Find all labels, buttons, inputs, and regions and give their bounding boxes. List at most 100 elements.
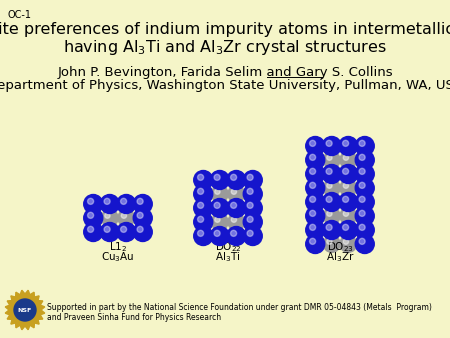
- Circle shape: [355, 193, 374, 212]
- Circle shape: [230, 202, 237, 209]
- Circle shape: [322, 220, 341, 240]
- Polygon shape: [16, 323, 20, 328]
- Circle shape: [310, 196, 315, 202]
- Circle shape: [133, 222, 152, 241]
- Circle shape: [121, 213, 126, 218]
- Circle shape: [340, 208, 356, 224]
- Circle shape: [214, 230, 220, 236]
- Polygon shape: [5, 310, 10, 315]
- Circle shape: [100, 222, 119, 241]
- Polygon shape: [30, 292, 34, 297]
- Circle shape: [342, 196, 349, 202]
- Circle shape: [117, 194, 136, 214]
- Circle shape: [88, 198, 94, 204]
- Text: and Praveen Sinha Fund for Physics Research: and Praveen Sinha Fund for Physics Resea…: [47, 313, 221, 322]
- Text: L1$_2$: L1$_2$: [109, 240, 127, 254]
- Circle shape: [306, 235, 325, 254]
- Circle shape: [227, 170, 246, 190]
- Circle shape: [355, 137, 374, 155]
- Circle shape: [137, 212, 143, 218]
- Circle shape: [227, 198, 246, 217]
- Text: NSF: NSF: [18, 308, 32, 313]
- Text: Cu$_3$Au: Cu$_3$Au: [101, 250, 135, 264]
- Circle shape: [306, 137, 325, 155]
- Circle shape: [342, 224, 349, 231]
- Text: DO$_{23}$: DO$_{23}$: [327, 240, 353, 254]
- Text: Department of Physics, Washington State University, Pullman, WA, USA: Department of Physics, Washington State …: [0, 79, 450, 92]
- Circle shape: [118, 210, 135, 226]
- Circle shape: [210, 226, 229, 245]
- Circle shape: [343, 155, 349, 160]
- Circle shape: [324, 236, 340, 252]
- Circle shape: [339, 165, 358, 184]
- Circle shape: [355, 165, 374, 184]
- Circle shape: [198, 174, 204, 180]
- Circle shape: [340, 179, 356, 196]
- Circle shape: [355, 178, 374, 197]
- Circle shape: [198, 230, 204, 236]
- Text: Supported in part by the National Science Foundation under grant DMR 05-04843 (M: Supported in part by the National Scienc…: [47, 303, 432, 312]
- Text: DO$_{22}$: DO$_{22}$: [215, 240, 241, 254]
- Circle shape: [327, 211, 332, 216]
- Circle shape: [343, 183, 349, 188]
- Circle shape: [310, 210, 315, 216]
- Circle shape: [306, 150, 325, 169]
- Polygon shape: [34, 296, 39, 300]
- Circle shape: [117, 222, 136, 241]
- Circle shape: [230, 230, 237, 236]
- Circle shape: [310, 224, 315, 231]
- Polygon shape: [7, 300, 12, 305]
- Polygon shape: [5, 305, 10, 310]
- Circle shape: [324, 179, 340, 196]
- Circle shape: [310, 168, 315, 174]
- Circle shape: [306, 207, 325, 225]
- Circle shape: [310, 140, 315, 146]
- Circle shape: [228, 214, 245, 231]
- Circle shape: [198, 188, 204, 194]
- Circle shape: [243, 198, 262, 217]
- Circle shape: [310, 238, 315, 244]
- Circle shape: [210, 170, 229, 190]
- Circle shape: [322, 193, 341, 212]
- Circle shape: [359, 140, 365, 146]
- Circle shape: [243, 226, 262, 245]
- Circle shape: [359, 182, 365, 188]
- Polygon shape: [11, 296, 16, 300]
- Circle shape: [342, 140, 349, 146]
- Circle shape: [339, 137, 358, 155]
- Circle shape: [306, 165, 325, 184]
- Circle shape: [322, 137, 341, 155]
- Circle shape: [230, 174, 237, 180]
- Circle shape: [324, 208, 340, 224]
- Circle shape: [359, 168, 365, 174]
- Circle shape: [326, 140, 332, 146]
- Text: Al$_3$Zr: Al$_3$Zr: [326, 250, 354, 264]
- Circle shape: [9, 294, 41, 326]
- Circle shape: [324, 152, 340, 168]
- Polygon shape: [25, 290, 30, 295]
- Circle shape: [322, 165, 341, 184]
- Circle shape: [194, 226, 213, 245]
- Circle shape: [137, 226, 143, 233]
- Circle shape: [88, 212, 94, 218]
- Circle shape: [212, 214, 228, 231]
- Circle shape: [121, 226, 126, 233]
- Circle shape: [355, 235, 374, 254]
- Circle shape: [104, 198, 110, 204]
- Circle shape: [243, 213, 262, 232]
- Circle shape: [359, 224, 365, 231]
- Polygon shape: [25, 325, 30, 330]
- Circle shape: [88, 226, 94, 233]
- Circle shape: [326, 224, 332, 231]
- Polygon shape: [16, 292, 20, 297]
- Circle shape: [359, 238, 365, 244]
- Polygon shape: [20, 325, 25, 330]
- Circle shape: [104, 226, 110, 233]
- Circle shape: [310, 154, 315, 160]
- Circle shape: [105, 213, 110, 218]
- Circle shape: [306, 220, 325, 240]
- Circle shape: [310, 182, 315, 188]
- Circle shape: [215, 217, 220, 222]
- Circle shape: [306, 178, 325, 197]
- Circle shape: [228, 186, 245, 202]
